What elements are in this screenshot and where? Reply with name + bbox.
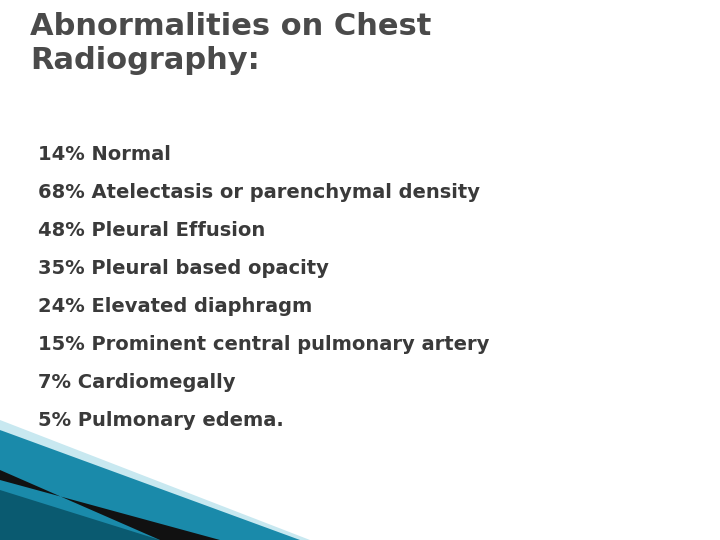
Text: Abnormalities on Chest
Radiography:: Abnormalities on Chest Radiography: <box>30 12 431 75</box>
Polygon shape <box>0 470 220 540</box>
Text: 68% Atelectasis or parenchymal density: 68% Atelectasis or parenchymal density <box>38 183 480 202</box>
Text: 48% Pleural Effusion: 48% Pleural Effusion <box>38 221 265 240</box>
Text: 24% Elevated diaphragm: 24% Elevated diaphragm <box>38 297 312 316</box>
Polygon shape <box>0 490 220 540</box>
Text: 14% Normal: 14% Normal <box>38 145 171 164</box>
Polygon shape <box>0 430 300 540</box>
Polygon shape <box>0 420 310 540</box>
Text: 5% Pulmonary edema.: 5% Pulmonary edema. <box>38 411 284 430</box>
Text: 35% Pleural based opacity: 35% Pleural based opacity <box>38 259 329 278</box>
Text: 15% Prominent central pulmonary artery: 15% Prominent central pulmonary artery <box>38 335 490 354</box>
Text: 7% Cardiomegally: 7% Cardiomegally <box>38 373 235 392</box>
